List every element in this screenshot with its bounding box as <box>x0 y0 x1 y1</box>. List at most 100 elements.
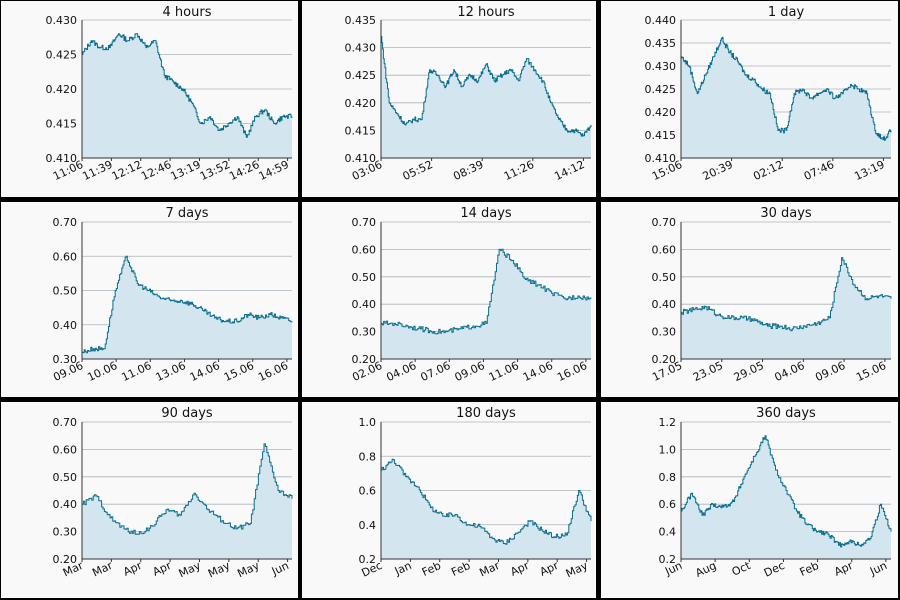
y-tick-label: 0.430 <box>46 14 78 27</box>
series-line <box>82 443 293 535</box>
y-tick-label: 0.20 <box>652 353 677 366</box>
chart-panel: 360 days 0.2 0.4 0.6 0.8 1.0 1.2 Jun Aug Oct Dec Fe… <box>601 402 898 598</box>
x-tick-label: 29.05 <box>732 359 766 384</box>
chart-title: 7 days <box>165 206 208 221</box>
x-tick-label: 02:12 <box>751 158 785 183</box>
y-tick-label: 0.50 <box>352 271 377 284</box>
chart-panel: 1 day 0.410 0.415 0.420 0.425 0.430 0.435 0.440… <box>601 1 898 197</box>
chart-title: 180 days <box>456 406 516 421</box>
chart-title: 30 days <box>760 206 812 221</box>
y-tick-label: 0.60 <box>352 243 377 256</box>
x-tick-label: 04.06 <box>384 359 418 384</box>
chart-title: 14 days <box>460 206 512 221</box>
y-tick-label: 0.435 <box>645 37 677 50</box>
chart-panel: 4 hours 0.410 0.415 0.420 0.425 0.430 11:06 11:… <box>1 1 298 197</box>
y-tick-label: 0.50 <box>652 271 677 284</box>
chart-title: 4 hours <box>163 5 212 20</box>
y-tick-label: 0.430 <box>645 60 677 73</box>
x-tick-label: 11.06 <box>487 359 521 384</box>
x-tick-label: Dec <box>762 559 787 580</box>
y-tick-label: 0.30 <box>53 526 78 539</box>
y-tick-label: 1.2 <box>659 416 677 429</box>
y-tick-label: 1.0 <box>359 416 377 429</box>
chart-svg: 1 day 0.410 0.415 0.420 0.425 0.430 0.435 0.440… <box>645 5 892 183</box>
y-tick-label: 0.2 <box>359 553 377 566</box>
series-area <box>681 257 891 359</box>
x-tick-label: 11:26 <box>502 158 536 183</box>
x-tick-label: 08:39 <box>451 158 485 183</box>
x-tick-label: 14:12 <box>552 158 586 183</box>
chart-panel: 7 days 0.30 0.40 0.50 0.60 0.70 09.06 10.06 11.0… <box>1 202 298 397</box>
y-tick-label: 0.40 <box>652 298 677 311</box>
series-line <box>681 36 892 141</box>
y-tick-label: 0.430 <box>345 42 377 55</box>
x-tick-label: 15.06 <box>854 359 888 384</box>
y-tick-label: 0.60 <box>53 443 78 456</box>
chart-panel: 30 days 0.20 0.30 0.40 0.50 0.60 0.70 17.05 23.0… <box>601 202 898 397</box>
x-tick-label: 11.06 <box>120 359 154 384</box>
series-area <box>381 459 591 559</box>
y-tick-label: 0.420 <box>645 106 677 119</box>
series-line <box>82 255 293 354</box>
y-tick-label: 0.6 <box>659 498 677 511</box>
y-tick-label: 0.420 <box>345 97 377 110</box>
series-line <box>681 257 892 332</box>
chart-svg: 12 hours0.4100.4150.4200.4250.4300.43503… <box>345 5 592 183</box>
y-tick-label: 0.20 <box>53 553 78 566</box>
series-area <box>381 249 591 359</box>
x-tick-label: 16.06 <box>256 359 290 384</box>
x-tick-label: 10.06 <box>85 359 119 384</box>
chart-title: 12 hours <box>457 5 514 20</box>
y-tick-label: 0.410 <box>46 152 78 165</box>
y-tick-label: 0.40 <box>352 298 377 311</box>
y-tick-label: 0.70 <box>352 216 377 229</box>
x-tick-label: 20:39 <box>701 158 735 183</box>
x-tick-label: 15.06 <box>222 359 256 384</box>
series-area <box>82 256 292 359</box>
x-tick-label: 23.05 <box>691 359 725 384</box>
x-tick-label: 14:59 <box>257 158 291 183</box>
chart-panel: 12 hours 0.410 0.415 0.420 0.425 0.430 0.435 03… <box>302 1 596 197</box>
y-tick-label: 0.40 <box>53 498 78 511</box>
chart-svg: 4 hours0.4100.4150.4200.4250.43011:0611:… <box>46 5 293 183</box>
series-line <box>381 248 592 335</box>
chart-panel: 180 days 0.2 0.4 0.6 0.8 1.0 Dec Jan Feb Feb Mar Ap… <box>302 402 596 598</box>
x-tick-label: 09.06 <box>453 359 487 384</box>
y-tick-label: 0.435 <box>345 14 377 27</box>
x-tick-label: 04.06 <box>773 359 807 384</box>
y-tick-label: 0.425 <box>345 69 377 82</box>
x-tick-label: 09.06 <box>813 359 847 384</box>
chart-title: 90 days <box>161 406 213 421</box>
y-tick-label: 0.415 <box>645 129 677 142</box>
y-tick-label: 0.415 <box>345 124 377 137</box>
series-line <box>681 435 892 548</box>
series-line <box>82 33 293 138</box>
x-tick-label: 14.06 <box>521 359 555 384</box>
x-tick-label: 07:46 <box>802 158 836 183</box>
series-area <box>381 36 591 158</box>
x-tick-label: 16.06 <box>555 359 589 384</box>
y-tick-label: 0.6 <box>359 485 377 498</box>
y-tick-label: 0.8 <box>359 450 377 463</box>
y-tick-label: 0.30 <box>53 353 78 366</box>
series-line <box>381 36 592 137</box>
chart-title: 1 day <box>768 5 805 20</box>
series-area <box>82 443 292 559</box>
y-tick-label: 0.50 <box>53 471 78 484</box>
y-tick-label: 0.60 <box>53 250 78 263</box>
y-tick-label: 0.410 <box>645 152 677 165</box>
y-tick-label: 0.8 <box>659 471 677 484</box>
y-tick-label: 0.30 <box>652 326 677 339</box>
y-tick-label: 0.70 <box>53 216 78 229</box>
y-tick-label: 0.50 <box>53 285 78 298</box>
series-area <box>681 435 891 559</box>
y-tick-label: 0.30 <box>352 326 377 339</box>
y-tick-label: 0.60 <box>652 243 677 256</box>
series-area <box>681 37 891 158</box>
series-line <box>381 458 592 545</box>
x-tick-label: 07.06 <box>419 359 453 384</box>
